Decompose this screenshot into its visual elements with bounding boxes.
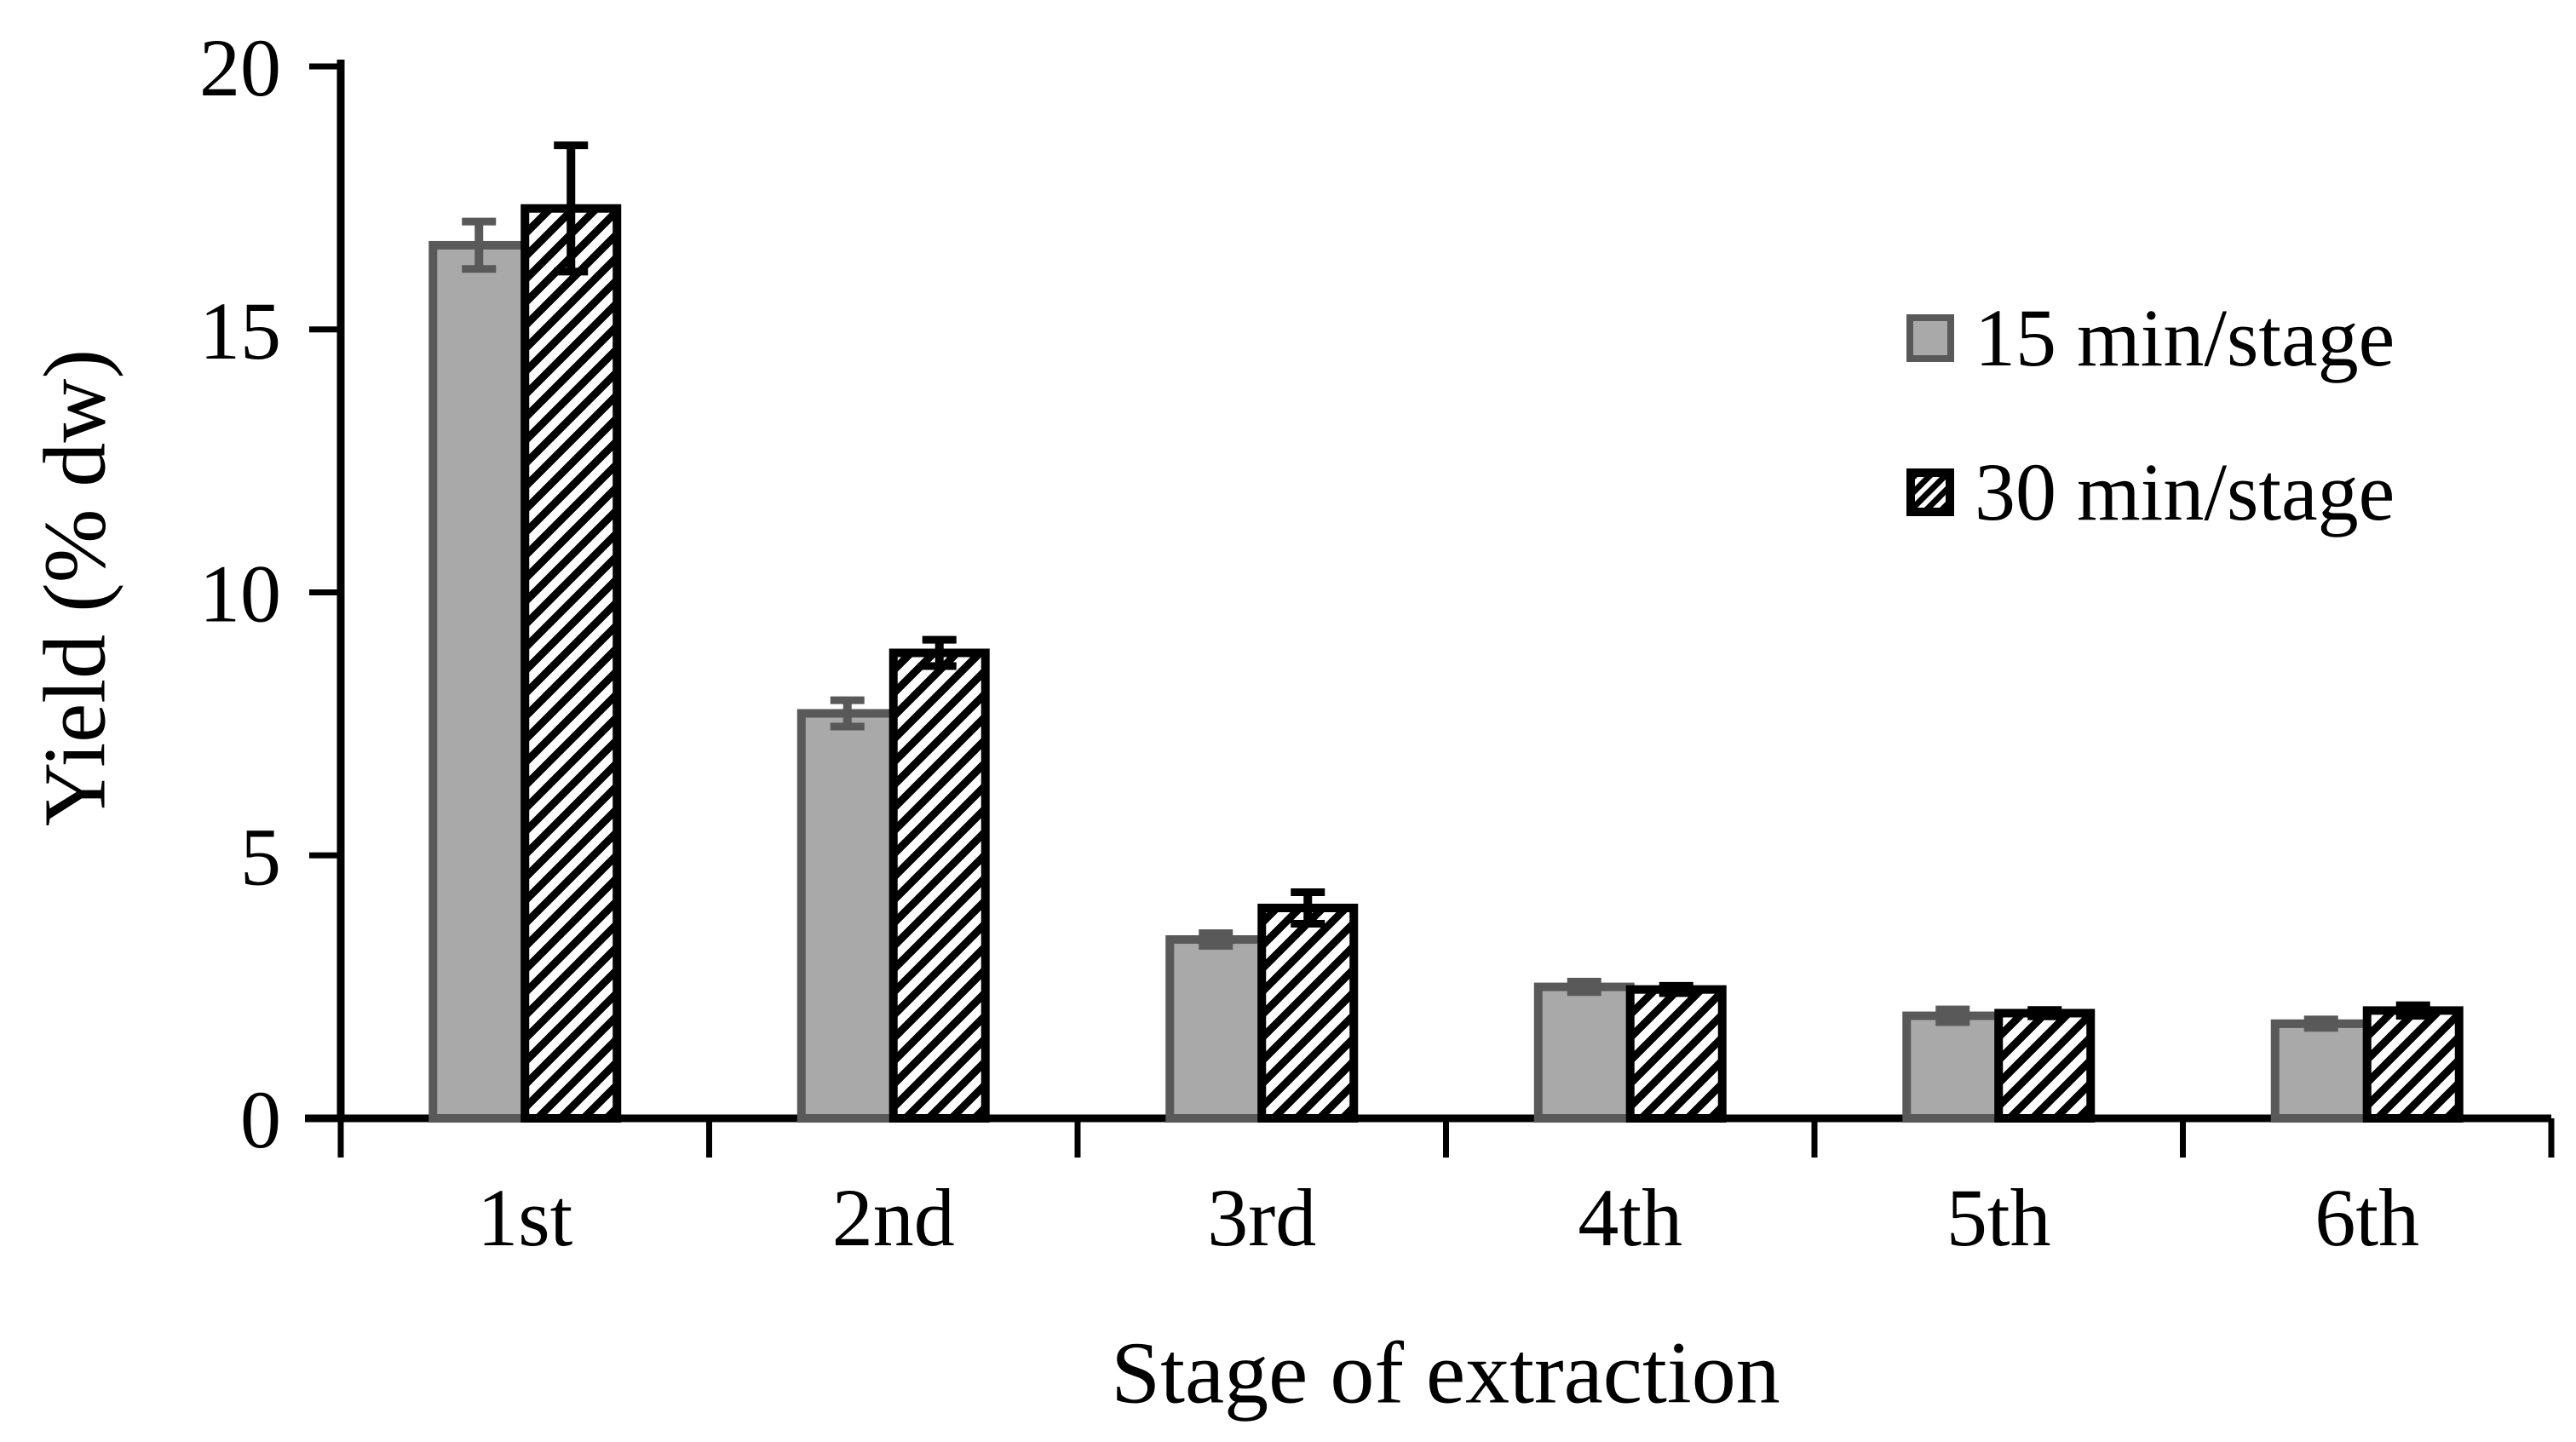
bar-15-min-stage-4th: [1533, 982, 1635, 1123]
legend-item-30-min: 30 min/stage: [1906, 448, 2395, 537]
legend-label-15-min: 15 min/stage: [1975, 292, 2395, 383]
bar-30-min-stage-4th: [1625, 985, 1727, 1123]
y-axis-title: Yield (% dw): [26, 348, 124, 827]
category-label-2nd: 2nd: [832, 1172, 955, 1263]
y-tick-label-20: 20: [199, 22, 281, 113]
category-label-1st: 1st: [477, 1172, 572, 1263]
y-tick-label-0: 0: [240, 1074, 281, 1165]
y-tick-label-5: 5: [240, 811, 281, 902]
y-tick-label-15: 15: [199, 285, 281, 376]
legend-swatch-solid-gray-icon: [1906, 314, 1954, 362]
bar-15-min-stage-1st: [428, 240, 530, 1123]
bar-15-min-stage-3rd: [1165, 935, 1267, 1123]
bar-15-min-stage-5th: [1902, 1011, 2004, 1123]
bar-30-min-stage-6th: [2362, 1006, 2464, 1123]
legend-label-30-min: 30 min/stage: [1975, 446, 2395, 537]
legend: 15 min/stage 30 min/stage: [1906, 294, 2395, 537]
bar-30-min-stage-5th: [1994, 1008, 2096, 1123]
bar-15-min-stage-2nd: [796, 709, 898, 1123]
category-label-5th: 5th: [1946, 1172, 2051, 1263]
bar-30-min-stage-2nd: [888, 648, 990, 1123]
legend-swatch-hatched-icon: [1906, 468, 1954, 516]
category-label-3rd: 3rd: [1207, 1172, 1316, 1263]
legend-item-15-min: 15 min/stage: [1906, 294, 2395, 382]
bar-30-min-stage-1st: [520, 204, 622, 1123]
x-axis-title: Stage of extraction: [1111, 1324, 1780, 1422]
category-label-6th: 6th: [2314, 1172, 2419, 1263]
y-tick-label-10: 10: [199, 549, 281, 640]
bar-30-min-stage-3rd: [1257, 904, 1359, 1123]
category-label-4th: 4th: [1578, 1172, 1682, 1263]
bar-15-min-stage-6th: [2270, 1019, 2372, 1123]
